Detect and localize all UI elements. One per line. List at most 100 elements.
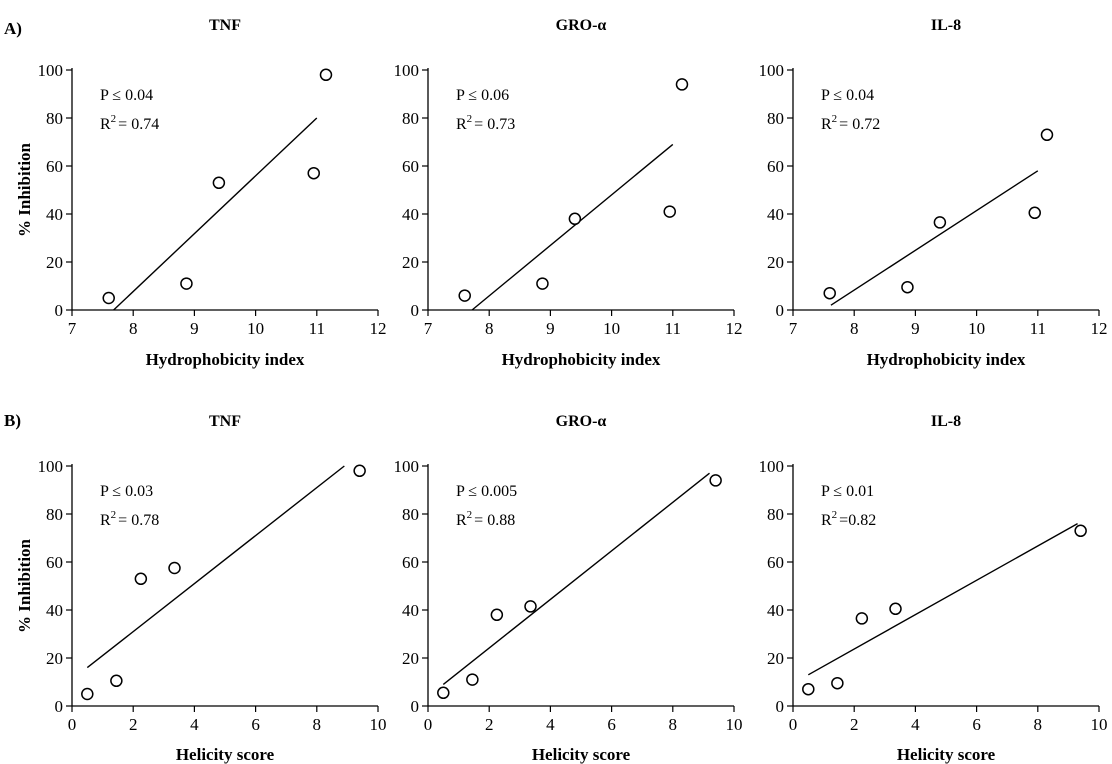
- chart-4-fit-line: [86, 465, 345, 669]
- chart-2-fit-line: [471, 143, 674, 311]
- chart-1-point: [319, 68, 333, 82]
- chart-2-title: GRO-α: [556, 17, 607, 34]
- chart-1-x-tick-label: 9: [190, 319, 199, 338]
- chart-3-y-tick-label: 60: [767, 157, 784, 176]
- chart-5-point: [709, 474, 722, 487]
- chart-6-y-tick-label: 40: [767, 601, 784, 620]
- chart-3-p-value: P ≤ 0.04: [821, 87, 874, 104]
- chart-2-x-tick-label: 12: [726, 319, 743, 338]
- chart-6-y-tick-label: 80: [767, 505, 784, 524]
- chart-4-r-squared: R2 = 0.78: [100, 509, 159, 529]
- chart-5-x-tick-label: 0: [424, 715, 433, 734]
- chart-5-point: [437, 686, 450, 700]
- chart-3-x-tick-label: 12: [1091, 319, 1108, 338]
- chart-6-x-tick-label: 4: [911, 715, 920, 734]
- chart-1: TNF 0 20 40 60 80 100 7 8 9 10 11 12 Hydrophobicity i…: [15, 17, 387, 369]
- chart-6-point: [831, 676, 844, 690]
- chart-3-x-label: Hydrophobicity index: [867, 350, 1026, 369]
- chart-3-fit-line: [830, 170, 1039, 306]
- chart-2: GRO-α 0 20 40 60 80 100 7 8 9 10 11 12 Hydrophobicity…: [394, 17, 743, 369]
- chart-3-point: [1040, 128, 1054, 142]
- chart-4: TNF 0 20 40 60 80 100 0 2 4 6 8 10 Helicity score % In…: [15, 413, 387, 764]
- chart-4-y-tick-label: 20: [46, 649, 63, 668]
- chart-6-y-tick-label: 100: [759, 457, 785, 476]
- chart-6-y-tick-label: 20: [767, 649, 784, 668]
- chart-1-x-tick-label: 7: [68, 319, 77, 338]
- chart-6-x-tick-label: 2: [850, 715, 859, 734]
- chart-3-point: [1028, 206, 1041, 220]
- chart-5: GRO-α 0 20 40 60 80 100 0 2 4 6 8 10 Helicity score P …: [394, 413, 743, 764]
- chart-4-title: TNF: [209, 413, 241, 430]
- chart-4-y-tick-label: 40: [46, 601, 63, 620]
- chart-3-y-tick-label: 80: [767, 109, 784, 128]
- chart-6-x-label: Helicity score: [897, 745, 996, 764]
- chart-4-point: [353, 464, 366, 478]
- chart-3-y-tick-label: 40: [767, 205, 784, 224]
- chart-4-y-label: % Inhibition: [15, 538, 34, 633]
- chart-2-y-tick-label: 100: [394, 61, 420, 80]
- chart-6-title: IL-8: [931, 413, 961, 430]
- chart-2-point: [458, 289, 471, 302]
- chart-5-point: [490, 608, 504, 622]
- chart-3-point: [933, 216, 947, 229]
- chart-5-y-tick-label: 60: [402, 553, 419, 572]
- chart-2-point: [536, 277, 549, 290]
- chart-4-x-label: Helicity score: [176, 745, 275, 764]
- chart-1-x-tick-label: 8: [129, 319, 138, 338]
- chart-6-y-tick-label: 0: [776, 697, 785, 716]
- chart-1-x-tick-label: 11: [309, 319, 325, 338]
- chart-1-x-tick-label: 12: [370, 319, 387, 338]
- chart-2-x-tick-label: 10: [603, 319, 620, 338]
- chart-4-point: [81, 687, 94, 701]
- chart-5-p-value: P ≤ 0.005: [456, 483, 517, 500]
- chart-5-x-tick-label: 10: [726, 715, 743, 734]
- chart-4-x-tick-label: 0: [68, 715, 77, 734]
- chart-5-r-squared: R2 = 0.88: [456, 509, 515, 529]
- chart-1-x-label: Hydrophobicity index: [146, 350, 305, 369]
- chart-3-y-tick-label: 100: [759, 61, 785, 80]
- chart-2-y-tick-label: 60: [402, 157, 419, 176]
- chart-3-y-tick-label: 20: [767, 253, 784, 272]
- chart-1-y-tick-label: 40: [46, 205, 63, 224]
- chart-6-point: [1074, 524, 1087, 538]
- chart-1-y-tick-label: 20: [46, 253, 63, 272]
- chart-5-x-label: Helicity score: [532, 745, 631, 764]
- chart-6: IL-8 0 20 40 60 80 100 0 2 4 6 8 10 Helicity score P ≤…: [759, 413, 1108, 764]
- chart-5-title: GRO-α: [556, 413, 607, 430]
- chart-2-point: [568, 212, 582, 226]
- chart-1-y-label: % Inhibition: [15, 142, 34, 237]
- chart-1-y-tick-label: 0: [55, 301, 64, 320]
- chart-2-y-tick-label: 80: [402, 109, 419, 128]
- chart-3-x-tick-label: 7: [789, 319, 798, 338]
- chart-6-fit-line: [807, 522, 1078, 676]
- chart-1-r-squared: R2 = 0.74: [100, 113, 159, 133]
- chart-6-p-value: P ≤ 0.01: [821, 483, 874, 500]
- chart-6-x-tick-label: 8: [1034, 715, 1043, 734]
- chart-6-x-tick-label: 0: [789, 715, 798, 734]
- chart-2-x-label: Hydrophobicity index: [502, 350, 661, 369]
- chart-1-p-value: P ≤ 0.04: [100, 87, 153, 104]
- chart-2-r-squared: R2 = 0.73: [456, 113, 515, 133]
- chart-5-y-tick-label: 80: [402, 505, 419, 524]
- chart-6-y-tick-label: 60: [767, 553, 784, 572]
- chart-1-point: [307, 166, 320, 180]
- chart-4-x-tick-label: 2: [129, 715, 138, 734]
- chart-1-fit-line: [113, 117, 318, 311]
- chart-4-y-tick-label: 80: [46, 505, 63, 524]
- chart-5-fit-line: [442, 472, 710, 685]
- chart-3-x-tick-label: 11: [1030, 319, 1046, 338]
- chart-6-point: [855, 612, 869, 625]
- chart-1-title: TNF: [209, 17, 241, 34]
- chart-5-x-tick-label: 4: [546, 715, 555, 734]
- chart-2-x-tick-label: 11: [665, 319, 681, 338]
- chart-4-x-tick-label: 8: [313, 715, 322, 734]
- chart-6-x-tick-label: 10: [1091, 715, 1108, 734]
- chart-4-p-value: P ≤ 0.03: [100, 483, 153, 500]
- chart-1-y-tick-label: 80: [46, 109, 63, 128]
- chart-5-point: [466, 673, 479, 686]
- chart-2-x-tick-label: 8: [485, 319, 494, 338]
- chart-2-y-tick-label: 0: [411, 301, 420, 320]
- chart-6-point: [802, 682, 815, 696]
- chart-6-point: [889, 602, 902, 616]
